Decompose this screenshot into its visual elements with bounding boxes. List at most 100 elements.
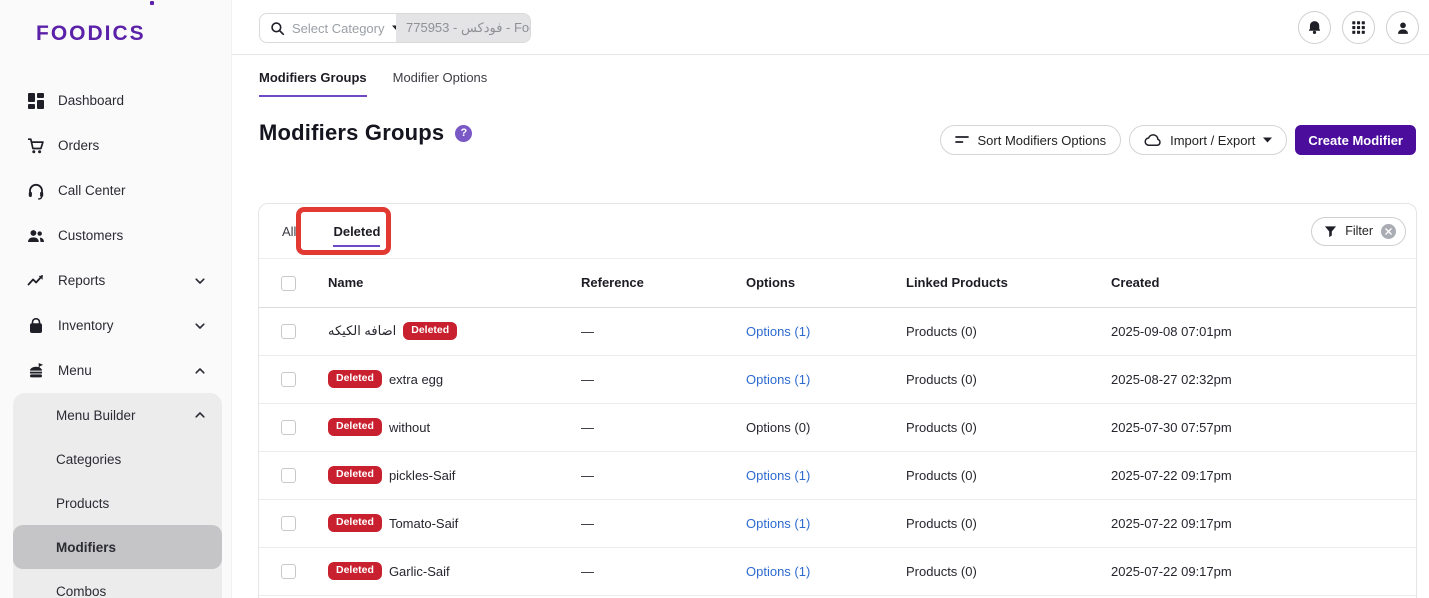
sidebar-item-products[interactable]: Products <box>13 481 222 525</box>
row-checkbox[interactable] <box>281 516 296 532</box>
row-checkbox[interactable] <box>281 468 296 484</box>
table-row: Deleted Garlic-Saif — Options (1) Produc… <box>259 547 1416 596</box>
options-link[interactable]: Options (1) <box>746 563 811 579</box>
linked-products-cell: Products (0) <box>906 403 1111 452</box>
linked-products-cell: Products (0) <box>906 547 1111 596</box>
table-header-row: Name Reference Options Linked Products Creat… <box>259 259 1416 308</box>
row-checkbox-cell <box>259 307 328 356</box>
modifier-name: extra egg <box>388 371 444 387</box>
column-header-reference: Reference <box>581 259 746 308</box>
sidebar-item-menu-builder[interactable]: Menu Builder <box>13 393 222 437</box>
tab-modifiers-groups[interactable]: Modifiers Groups <box>259 70 367 97</box>
column-header-options: Options <box>746 259 906 308</box>
options-link[interactable]: Options (1) <box>746 515 811 531</box>
reference-cell: — <box>581 403 746 452</box>
apps-menu-button[interactable] <box>1342 11 1375 44</box>
inventory-bag-icon <box>27 317 45 335</box>
modifier-name: اضافه الكيكه <box>328 323 397 338</box>
chevron-down-icon <box>194 320 206 332</box>
sidebar-item-customers[interactable]: Customers <box>0 213 231 258</box>
sidebar-item-modifiers[interactable]: Modifiers <box>13 525 222 569</box>
account-branch-field[interactable]: 775953 - فودكس - Foodics <box>396 14 530 42</box>
sort-modifiers-options-button[interactable]: Sort Modifiers Options <box>939 125 1122 155</box>
reports-trend-icon <box>27 272 45 290</box>
name-cell: Deleted without <box>328 403 581 452</box>
row-checkbox[interactable] <box>281 564 296 580</box>
row-checkbox-cell <box>259 403 328 452</box>
import-export-button[interactable]: Import / Export <box>1129 125 1288 155</box>
reference-cell: — <box>581 355 746 404</box>
header-checkbox-cell <box>259 259 328 308</box>
sidebar-item-reports[interactable]: Reports <box>0 258 231 303</box>
row-checkbox-cell <box>259 547 328 596</box>
table-row: Deleted pickles-Saif — Options (1) Produ… <box>259 451 1416 500</box>
options-link[interactable]: Options (1) <box>746 323 811 339</box>
table-row: Deleted اضافه الكيكه — Options (1) Produ… <box>259 307 1416 356</box>
caret-down-icon <box>1263 137 1273 143</box>
sidebar-item-label: Reports <box>58 273 106 288</box>
profile-button[interactable] <box>1386 11 1419 44</box>
topbar-actions <box>1298 11 1419 44</box>
deleted-badge: Deleted <box>328 418 382 436</box>
customers-people-icon <box>27 227 45 245</box>
clear-filter-icon[interactable] <box>1381 223 1396 239</box>
sidebar-item-dashboard[interactable]: Dashboard <box>0 78 231 123</box>
sidebar-item-orders[interactable]: Orders <box>0 123 231 168</box>
menu-submenu: Menu Builder Categories Products Modifiers C… <box>13 393 222 598</box>
filter-tab-all[interactable]: All <box>282 223 297 239</box>
menu-burger-icon <box>27 362 45 380</box>
row-checkbox[interactable] <box>281 420 296 436</box>
foodics-logo[interactable]: FOODICS <box>0 0 154 46</box>
sidebar-item-label: Call Center <box>58 183 126 198</box>
tab-modifier-options[interactable]: Modifier Options <box>392 70 488 85</box>
row-checkbox[interactable] <box>281 324 296 340</box>
modifier-name: pickles-Saif <box>388 467 456 483</box>
chevron-down-icon <box>194 275 206 287</box>
person-icon <box>1395 20 1411 36</box>
select-all-checkbox[interactable] <box>281 275 296 291</box>
page-tabs: Modifiers Groups Modifier Options <box>259 70 487 97</box>
chevron-up-icon <box>194 365 206 377</box>
column-header-name: Name <box>328 259 581 308</box>
apps-grid-icon <box>1351 20 1366 35</box>
reference-cell: — <box>581 307 746 356</box>
help-icon[interactable]: ? <box>455 124 473 142</box>
options-count: Options (0) <box>746 419 811 435</box>
notifications-button[interactable] <box>1298 11 1331 44</box>
sidebar-item-inventory[interactable]: Inventory <box>0 303 231 348</box>
row-checkbox-cell <box>259 451 328 500</box>
sidebar-item-label: Modifiers <box>56 539 117 555</box>
sidebar-item-label: Dashboard <box>58 93 125 108</box>
sort-button-label: Sort Modifiers Options <box>977 132 1107 148</box>
sidebar-item-combos[interactable]: Combos <box>13 569 222 598</box>
sidebar-item-menu[interactable]: Menu <box>0 348 231 393</box>
deleted-badge: Deleted <box>328 514 382 532</box>
filter-tab-deleted[interactable]: Deleted <box>333 223 381 247</box>
table-row: Deleted extra egg — Options (1) Products… <box>259 355 1416 404</box>
table-row: Deleted Tomato-Saif — Options (1) Produc… <box>259 499 1416 548</box>
options-link[interactable]: Options (1) <box>746 371 811 387</box>
modifiers-table: Name Reference Options Linked Products Creat… <box>259 259 1416 596</box>
category-select[interactable]: Select Category <box>260 14 401 42</box>
row-checkbox-cell <box>259 355 328 404</box>
filter-button-label: Filter <box>1345 224 1373 238</box>
reference-cell: — <box>581 547 746 596</box>
created-cell: 2025-07-22 09:17pm <box>1111 499 1416 548</box>
column-header-created: Created <box>1111 259 1416 308</box>
row-checkbox[interactable] <box>281 372 296 388</box>
topbar: Select Category 775953 - فودكس - Foodics <box>232 0 1429 55</box>
name-cell: Deleted Tomato-Saif <box>328 499 581 548</box>
filter-button[interactable]: Filter <box>1311 216 1406 246</box>
create-modifier-button[interactable]: Create Modifier <box>1295 125 1416 155</box>
sidebar-item-categories[interactable]: Categories <box>13 437 222 481</box>
deleted-badge: Deleted <box>328 370 382 388</box>
sidebar-item-label: Menu Builder <box>56 407 136 423</box>
options-link[interactable]: Options (1) <box>746 467 811 483</box>
table-row: Deleted without — Options (0) Products (… <box>259 403 1416 452</box>
funnel-icon <box>1324 225 1337 238</box>
page-actions: Sort Modifiers Options Import / Export C… <box>939 125 1416 155</box>
name-cell: Deleted extra egg <box>328 355 581 404</box>
sidebar-item-call-center[interactable]: Call Center <box>0 168 231 213</box>
options-cell: Options (1) <box>746 499 906 548</box>
